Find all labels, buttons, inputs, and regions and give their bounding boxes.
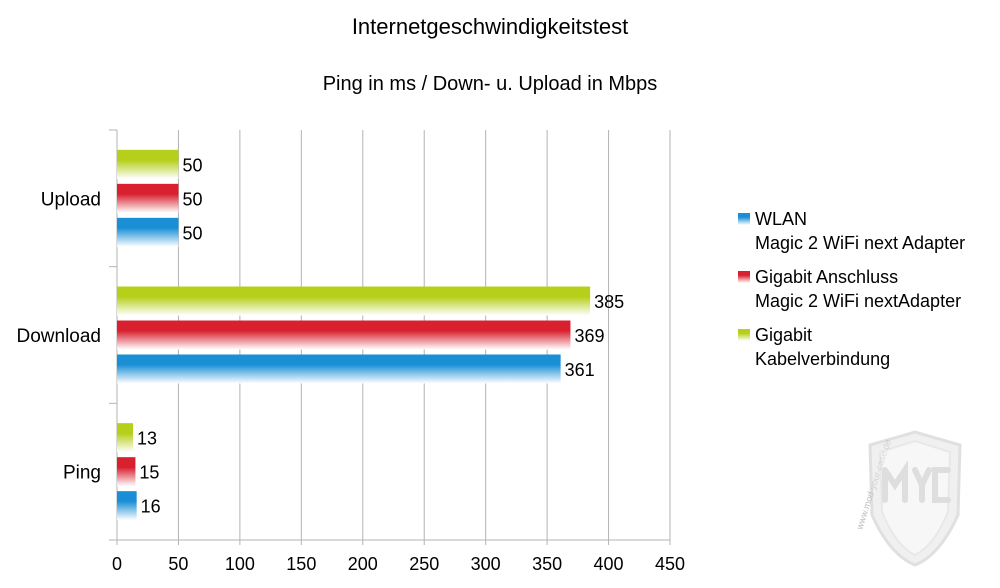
legend-label: Kabelverbindung	[755, 349, 890, 369]
data-label: 50	[182, 223, 202, 243]
bar	[117, 320, 571, 350]
x-tick-label: 250	[409, 554, 439, 574]
legend-label: Gigabit	[755, 325, 812, 345]
watermark-logo	[868, 430, 962, 567]
bar	[117, 423, 133, 453]
x-tick-label: 200	[348, 554, 378, 574]
x-tick-label: 100	[225, 554, 255, 574]
x-tick-label: 50	[168, 554, 188, 574]
x-tick-label: 400	[594, 554, 624, 574]
legend-label: Magic 2 WiFi nextAdapter	[755, 291, 961, 311]
data-label: 16	[141, 497, 161, 517]
legend-label: Gigabit Anschluss	[755, 267, 898, 287]
data-label: 361	[565, 360, 595, 380]
category-label: Ping	[63, 463, 101, 484]
bar	[117, 457, 136, 487]
data-label: 385	[594, 292, 624, 312]
labels: 0 50 100 150 200 250 300 350 400 450 Upload 50 50 50 D…	[17, 155, 686, 574]
category-label: Download	[17, 326, 102, 347]
legend-swatch	[738, 329, 750, 341]
data-label: 15	[139, 463, 159, 483]
x-tick-label: 0	[112, 554, 122, 574]
x-tick-label: 450	[655, 554, 685, 574]
bar	[117, 491, 137, 521]
data-label: 50	[182, 189, 202, 209]
data-label: 50	[182, 155, 202, 175]
data-label: 369	[574, 326, 604, 346]
bar	[117, 217, 179, 247]
chart-subtitle: Ping in ms / Down- u. Upload in Mbps	[323, 73, 658, 95]
x-tick-label: 300	[471, 554, 501, 574]
data-label: 13	[137, 429, 157, 449]
legend-label: Magic 2 WiFi next Adapter	[755, 233, 965, 253]
chart-title: Internetgeschwindigkeitstest	[352, 14, 628, 39]
bar	[117, 183, 179, 213]
bar	[117, 149, 179, 179]
legend-swatch	[738, 271, 750, 283]
bar	[117, 354, 561, 384]
x-tick-label: 350	[532, 554, 562, 574]
category-label: Upload	[41, 189, 101, 210]
x-tick-label: 150	[286, 554, 316, 574]
bars	[117, 149, 591, 521]
legend-label: WLAN	[755, 209, 807, 229]
legend-swatch	[738, 213, 750, 225]
bar	[117, 286, 591, 316]
